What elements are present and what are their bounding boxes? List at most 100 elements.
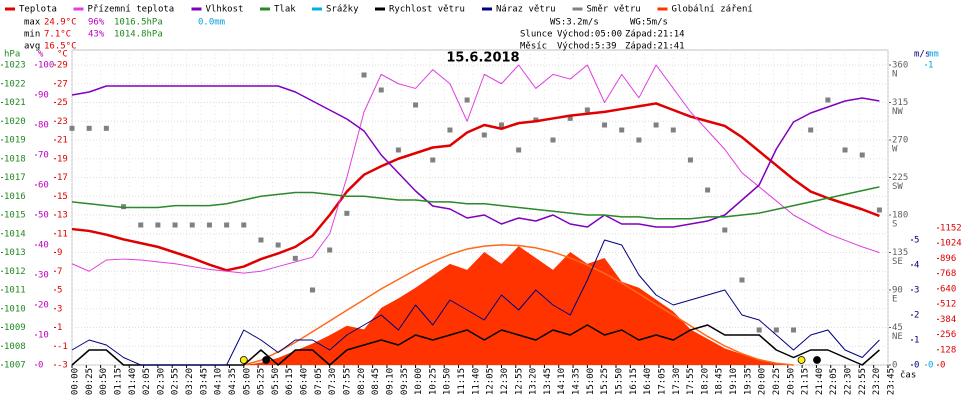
moon-set-marker (813, 356, 821, 364)
y-tick-label: 1016 (4, 192, 26, 202)
y-tick-label: 19 (57, 154, 68, 164)
direction-point (86, 125, 92, 131)
y-tick-label: 1020 (4, 117, 26, 127)
y-tick-label: 70 (38, 151, 49, 161)
axis-unit: % (38, 50, 44, 60)
y-tick-label: 1 (928, 61, 933, 71)
direction-point (464, 97, 470, 103)
axis-unit: °C (57, 50, 68, 60)
legend-label: Náraz větru (496, 5, 556, 15)
y-tick-label: 512 (940, 300, 956, 310)
direction-point (121, 204, 127, 210)
y-tick-label: 3 (914, 286, 919, 296)
direction-point (773, 327, 779, 333)
y-tick-label: 1 (914, 336, 919, 346)
direction-point (636, 137, 642, 143)
legend-label: Tlak (274, 5, 296, 15)
x-tick-label: 06:40 (300, 368, 310, 395)
legend-label: Teplota (19, 5, 57, 15)
x-tick-label: 15:50 (615, 368, 625, 395)
y-tick-label: 315 (892, 98, 908, 108)
direction-point (224, 222, 230, 228)
legend-label: Globální záření (672, 5, 753, 15)
x-tick-label: 17:05 (657, 368, 667, 395)
stat-press: 1016.5hPa (114, 18, 163, 28)
y-tick-label: 1021 (4, 98, 26, 108)
y-tick-label: 1010 (4, 304, 26, 314)
y-tick-label: 384 (940, 315, 956, 325)
legend-label: Vlhkost (206, 5, 244, 15)
y-tick-label: 5 (57, 286, 62, 296)
x-tick-label: 04:10 (214, 368, 224, 395)
y-tick-label: 4 (914, 261, 919, 271)
y-tick-label: 21 (57, 136, 68, 146)
x-tick-label: 20:00 (758, 368, 768, 395)
sun-rise-marker (239, 356, 248, 364)
direction-point (292, 255, 298, 261)
stat-label: max (24, 18, 41, 28)
direction-point (808, 127, 814, 133)
y-tick-label: 135 (892, 248, 908, 258)
stat-temp: 16.5°C (44, 42, 77, 52)
y-tick-label: 7 (57, 267, 62, 277)
compass-label: W (892, 145, 898, 155)
y-tick-label: 360 (892, 61, 908, 71)
y-tick-label: 1009 (4, 323, 26, 333)
direction-point (481, 132, 487, 138)
x-tick-label: 10:50 (443, 368, 453, 395)
y-tick-label: 40 (38, 241, 49, 251)
y-tick-label: 23 (57, 117, 68, 127)
direction-point (172, 222, 178, 228)
y-tick-label: 29 (57, 61, 68, 71)
x-tick-label: 10:00 (414, 368, 424, 395)
y-tick-label: 225 (892, 173, 908, 183)
sun-set: Západ:21:14 (625, 30, 685, 40)
x-tick-label: 09:10 (385, 368, 395, 395)
stat-temp: 24.9°C (44, 18, 77, 28)
y-tick-label: 1152 (940, 224, 962, 234)
moon-set: Západ:21:41 (625, 42, 685, 52)
x-tick-label: 07:30 (328, 368, 338, 395)
y-tick-label: 1013 (4, 248, 26, 258)
stat-rain: 0.0mm (198, 18, 225, 28)
x-tick-label: 13:45 (543, 368, 553, 395)
series-line (71, 102, 880, 272)
y-tick-label: 90 (892, 286, 903, 296)
x-tick-label: 19:10 (729, 368, 739, 395)
x-tick-label: 20:25 (772, 368, 782, 395)
y-tick-label: 1023 (4, 61, 26, 71)
y-tick-label: 15 (57, 192, 68, 202)
x-tick-label: 00:50 (99, 368, 109, 395)
x-tick-label: 19:35 (743, 368, 753, 395)
x-tick-label: 11:15 (457, 368, 467, 395)
y-tick-label: 256 (940, 330, 956, 340)
x-tick-label: 10:25 (428, 368, 438, 395)
y-tick-label: 1019 (4, 136, 26, 146)
stat-label: min (24, 30, 40, 40)
direction-point (395, 147, 401, 153)
wind-summary: WG:5m/s (630, 18, 668, 28)
compass-label: SW (892, 182, 903, 192)
y-tick-label: 0 (38, 361, 43, 371)
direction-point (687, 157, 693, 163)
direction-point (310, 287, 316, 293)
y-tick-label: 13 (57, 211, 68, 221)
x-tick-label: 13:20 (529, 368, 539, 395)
sun-set-marker (797, 356, 806, 364)
direction-point (791, 327, 797, 333)
direction-point (413, 102, 419, 108)
x-tick-label: 12:30 (500, 368, 510, 395)
stat-press: 1014.8hPa (114, 30, 163, 40)
direction-point (619, 127, 625, 133)
x-tick-label: 02:05 (142, 368, 152, 395)
chart-title: 15.6.2018 (446, 51, 519, 66)
x-tick-label: 01:15 (113, 368, 123, 395)
direction-point (567, 115, 573, 121)
direction-point (722, 227, 728, 233)
y-tick-label: 1011 (4, 286, 26, 296)
x-tick-label: 02:55 (171, 368, 181, 395)
x-tick-label: 15:00 (586, 368, 596, 395)
y-tick-label: 0 (928, 361, 933, 371)
stat-label: avg (24, 42, 40, 52)
